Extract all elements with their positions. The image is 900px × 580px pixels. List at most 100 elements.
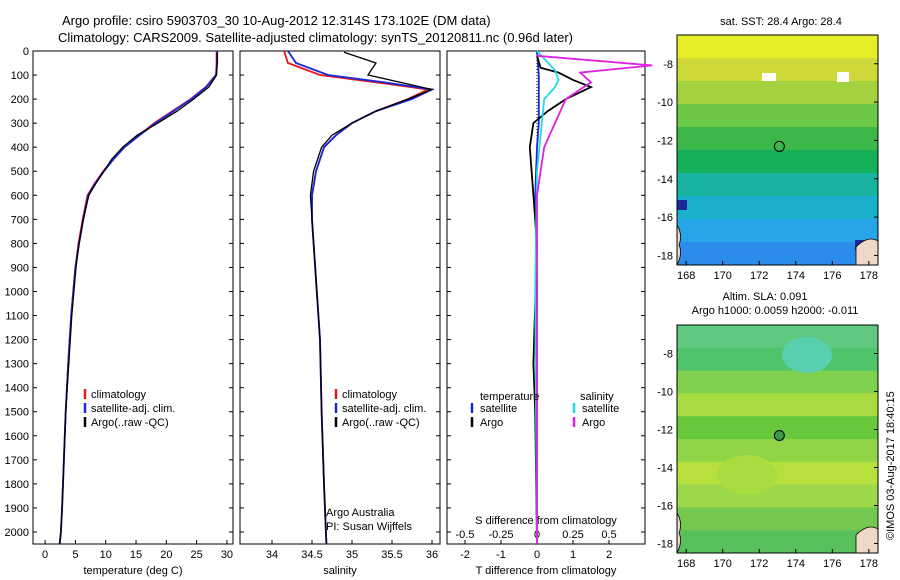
s-diff-tick-label: 0.5 bbox=[601, 529, 616, 541]
series-line-3-2 bbox=[528, 55, 594, 545]
title-line-2: Climatology: CARS2009. Satellite-adjuste… bbox=[58, 30, 573, 45]
argo-location-marker bbox=[773, 140, 785, 152]
map-cell bbox=[782, 337, 832, 373]
map-cell bbox=[677, 325, 878, 349]
map-cell bbox=[677, 81, 878, 105]
legend-entry: satellite-adj. clim. bbox=[342, 403, 426, 415]
legend-header-salinity: salinity bbox=[580, 391, 614, 403]
y-tick-label: 1000 bbox=[5, 286, 29, 298]
legend-entry: satellite bbox=[480, 403, 517, 415]
map-2 bbox=[676, 324, 879, 554]
legend-entry: climatology bbox=[91, 389, 147, 401]
map-cell bbox=[677, 35, 878, 59]
map-x-tick-label: 168 bbox=[677, 558, 695, 570]
land-mass bbox=[676, 511, 681, 554]
map-cell bbox=[677, 242, 878, 266]
legend-header-temperature: temperature bbox=[480, 391, 539, 403]
y-tick-label: 400 bbox=[11, 142, 29, 154]
map-cell bbox=[677, 507, 878, 531]
profile-panel-frame-2 bbox=[239, 50, 441, 545]
map-y-tick-label: -8 bbox=[663, 349, 673, 361]
x-tick-label: 5 bbox=[72, 549, 78, 561]
y-tick-label: 1900 bbox=[5, 503, 29, 515]
map-y-tick-label: -10 bbox=[657, 97, 673, 109]
y-tick-label: 300 bbox=[11, 118, 29, 130]
y-tick-label: 200 bbox=[11, 94, 29, 106]
x-tick-label: 0 bbox=[42, 549, 48, 561]
map-cell bbox=[677, 200, 687, 210]
map-y-tick-label: -14 bbox=[657, 174, 673, 186]
legend-entry: Argo(..raw -QC) bbox=[91, 417, 169, 429]
map-y-tick-label: -16 bbox=[657, 212, 673, 224]
argo-location-marker bbox=[773, 429, 785, 441]
imos-stamp: ©IMOS 03-Aug-2017 18:40:15 bbox=[885, 391, 897, 540]
y-tick-label: 2000 bbox=[5, 527, 29, 539]
missing-data-cell bbox=[837, 72, 849, 82]
x-tick-label: 34 bbox=[266, 549, 278, 561]
map-x-tick-label: 174 bbox=[787, 270, 805, 282]
missing-data-cell bbox=[762, 73, 776, 81]
x-tick-label: 15 bbox=[130, 549, 142, 561]
y-tick-label: 700 bbox=[11, 214, 29, 226]
x-tick-label: 1 bbox=[570, 549, 576, 561]
map-y-tick-label: -8 bbox=[663, 59, 673, 71]
map-cell bbox=[677, 393, 878, 417]
map-cell bbox=[677, 173, 878, 197]
map-1 bbox=[676, 34, 879, 266]
map-y-tick-label: -18 bbox=[657, 250, 673, 262]
sla-map-subtitle: Argo h1000: 0.0059 h2000: -0.011 bbox=[692, 305, 859, 317]
series-line-3-3 bbox=[534, 50, 560, 545]
x-tick-label: 2 bbox=[606, 549, 612, 561]
sst-map-title: sat. SST: 28.4 Argo: 28.4 bbox=[720, 16, 842, 28]
y-tick-label: 900 bbox=[11, 262, 29, 274]
map-x-tick-label: 178 bbox=[860, 558, 878, 570]
y-tick-label: 1400 bbox=[5, 383, 29, 395]
x-tick-label: -2 bbox=[460, 549, 470, 561]
y-tick-label: 100 bbox=[11, 70, 29, 82]
annotation-line: Argo Australia bbox=[326, 507, 395, 519]
x-tick-label: 36 bbox=[426, 549, 438, 561]
map-frame bbox=[676, 324, 879, 554]
map-cell bbox=[677, 150, 878, 174]
map-cell bbox=[677, 416, 878, 440]
x-tick-label: 35.5 bbox=[381, 549, 402, 561]
sla-map-title: Altim. SLA: 0.091 bbox=[723, 291, 808, 303]
y-tick-label: 800 bbox=[11, 238, 29, 250]
map-y-tick-label: -12 bbox=[657, 135, 673, 147]
map-cell bbox=[677, 530, 878, 554]
map-y-tick-label: -16 bbox=[657, 501, 673, 513]
s-diff-tick-label: 0.25 bbox=[562, 529, 583, 541]
map-cell bbox=[677, 439, 878, 463]
legend-entry: Argo bbox=[582, 417, 605, 429]
map-cell bbox=[677, 370, 878, 394]
map-y-tick-label: -18 bbox=[657, 539, 673, 551]
map-cell bbox=[677, 58, 878, 82]
y-tick-label: 500 bbox=[11, 166, 29, 178]
map-cell bbox=[677, 219, 878, 243]
map-cell bbox=[717, 455, 777, 495]
map-x-tick-label: 170 bbox=[714, 558, 732, 570]
legend-entry: satellite bbox=[582, 403, 619, 415]
map-y-tick-label: -12 bbox=[657, 425, 673, 437]
y-tick-label: 1600 bbox=[5, 431, 29, 443]
x-tick-label: 0 bbox=[534, 549, 540, 561]
legend-entry: Argo bbox=[480, 417, 503, 429]
x-axis-label: temperature (deg C) bbox=[83, 565, 182, 577]
x-tick-label: 30 bbox=[221, 549, 233, 561]
legend-entry: climatology bbox=[342, 389, 398, 401]
x-tick-label: 34.5 bbox=[301, 549, 322, 561]
map-cell bbox=[677, 484, 878, 508]
legend-entry: Argo(..raw -QC) bbox=[342, 417, 420, 429]
series-line-3-4 bbox=[536, 54, 653, 544]
s-diff-tick-label: -0.25 bbox=[488, 529, 513, 541]
profile-panel-frame-1 bbox=[32, 50, 234, 545]
x-axis-label: salinity bbox=[323, 565, 357, 577]
map-cell bbox=[677, 127, 878, 151]
map-frame bbox=[676, 34, 879, 266]
map-cell bbox=[677, 104, 878, 128]
map-x-tick-label: 176 bbox=[823, 558, 841, 570]
land-mass bbox=[676, 223, 681, 266]
map-x-tick-label: 168 bbox=[677, 270, 695, 282]
x-tick-label: 10 bbox=[100, 549, 112, 561]
